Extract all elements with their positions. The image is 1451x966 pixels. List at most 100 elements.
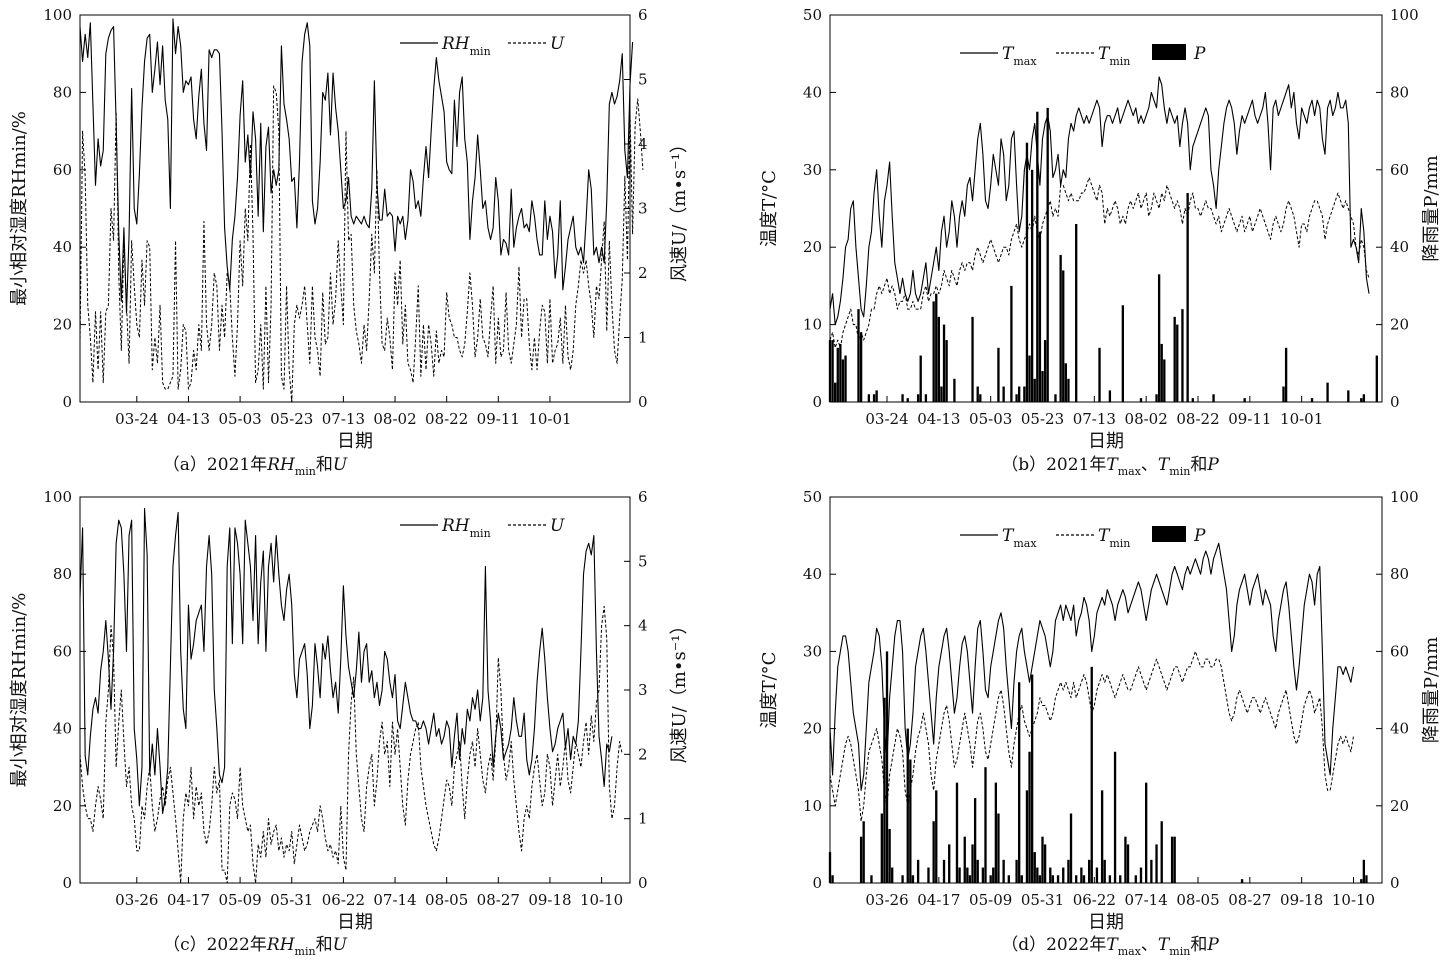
bar-P — [909, 759, 912, 883]
xtick-label: 08-22 — [425, 410, 468, 428]
legend-label-RHmin: RHmin — [441, 516, 491, 540]
ytick-label-right: 1 — [638, 329, 648, 347]
bar-P — [1375, 355, 1378, 402]
y-axis-label-right: 降雨量P/mm — [1421, 637, 1442, 743]
ytick-label-left: 10 — [803, 316, 822, 334]
series-Tmax-line — [829, 542, 1355, 791]
bar-P — [867, 394, 871, 402]
bar-P — [1113, 751, 1117, 883]
bar-P — [859, 836, 863, 883]
bar-P — [935, 790, 938, 883]
bar-P — [1054, 394, 1057, 402]
bar-P — [1056, 875, 1060, 883]
bar-P — [1033, 378, 1036, 402]
bar-P — [1176, 324, 1179, 402]
bar-P — [875, 390, 878, 402]
ytick-label-left: 40 — [53, 238, 72, 256]
ytick-label-right: 4 — [638, 135, 648, 153]
bar-P — [1126, 844, 1130, 883]
xtick-label: 10-01 — [528, 410, 571, 428]
bar-P — [831, 875, 834, 883]
bar-P — [1064, 363, 1067, 402]
ytick-label-right: 1 — [638, 810, 648, 828]
xtick-label: 03-24 — [115, 410, 158, 428]
bar-P — [1075, 875, 1078, 883]
xtick-label: 08-22 — [1176, 410, 1219, 428]
xtick-label: 10-10 — [1332, 891, 1375, 909]
ytick-label-right: 40 — [1390, 720, 1409, 738]
xtick-label: 07-14 — [373, 891, 416, 909]
panel-c: 0 20 40 60 80 100 0 1 2 3 4 5 6 03-26 04-17 05-09 05-31 0… — [9, 488, 690, 958]
xtick-label: 05-03 — [218, 410, 261, 428]
bar-P — [968, 875, 972, 883]
bar-P — [883, 697, 886, 883]
xtick-label: 04-17 — [917, 891, 960, 909]
bar-P — [1069, 813, 1073, 883]
xtick-label: 10-10 — [580, 891, 623, 909]
bar-P — [831, 340, 834, 402]
bar-P — [919, 355, 922, 402]
legend-label-RHmin: RHmin — [441, 34, 491, 58]
bar-P — [997, 347, 1000, 402]
bar-P — [911, 875, 915, 883]
bar-P — [859, 332, 863, 402]
series-Tmax-line — [829, 76, 1370, 326]
xtick-label: 05-03 — [969, 410, 1012, 428]
bar-P — [1002, 859, 1005, 883]
legend-swatch-P — [1152, 526, 1186, 542]
bar-P — [1036, 111, 1039, 402]
legend: RHmin U — [400, 516, 565, 540]
bar-P — [1212, 394, 1215, 402]
y-axis-label-right: 风速U/（m•s⁻¹） — [669, 135, 690, 282]
bar-P — [937, 316, 941, 402]
ytick-label-right: 100 — [1390, 488, 1419, 506]
xtick-label: 07-13 — [322, 410, 365, 428]
ytick-label-right: 80 — [1390, 83, 1409, 101]
bar-P — [1119, 875, 1122, 883]
bar-P — [841, 359, 845, 402]
bar-P — [1082, 875, 1086, 883]
x-axis-label: 日期 — [337, 431, 373, 452]
bar-P — [997, 813, 1000, 883]
bar-P — [916, 859, 920, 883]
bar-P — [1173, 836, 1176, 883]
bar-P — [973, 798, 977, 883]
bar-P — [1186, 193, 1189, 402]
bar-P — [948, 844, 951, 883]
bar-P — [839, 343, 842, 402]
bar-P — [1360, 398, 1363, 402]
bar-P — [976, 859, 979, 883]
x-axis-label: 日期 — [1088, 431, 1124, 452]
ytick-label-left: 80 — [53, 83, 72, 101]
xtick-label: 10-01 — [1280, 410, 1323, 428]
legend: Tmax Tmin P — [960, 526, 1206, 550]
bar-P — [1038, 231, 1042, 402]
xtick-label: 08-05 — [1176, 891, 1219, 909]
bar-P — [1310, 398, 1314, 402]
bar-P — [1160, 343, 1163, 402]
bar-P — [940, 386, 943, 402]
bar-P — [1139, 867, 1143, 883]
xtick-label: 05-09 — [218, 891, 261, 909]
bar-P — [1360, 879, 1363, 883]
bar-P — [916, 394, 920, 402]
bar-P — [1362, 394, 1366, 402]
bar-P — [1139, 398, 1143, 402]
xtick-label: 09-11 — [477, 410, 520, 428]
bar-P — [1015, 859, 1018, 883]
bar-P — [955, 782, 959, 883]
series-Tmin-line — [829, 177, 1370, 349]
ytick-label-right: 5 — [638, 552, 648, 570]
bar-P — [994, 782, 998, 883]
bar-P — [1108, 390, 1112, 402]
ytick-label-left: 20 — [803, 720, 822, 738]
bar-P — [1124, 836, 1127, 883]
bar-P — [971, 316, 974, 402]
caption-b: （b）2021年Tmax、Tmin和P — [1001, 455, 1219, 478]
panel-a: 0 20 40 60 80 100 0 1 2 3 4 5 6 03-24 04-13 05-03 05-23 0… — [9, 6, 690, 478]
bar-P — [966, 867, 969, 883]
bar-P — [1051, 875, 1055, 883]
ytick-label-left: 20 — [53, 797, 72, 815]
legend-label-U: U — [550, 34, 565, 54]
ytick-label-left: 20 — [53, 316, 72, 334]
